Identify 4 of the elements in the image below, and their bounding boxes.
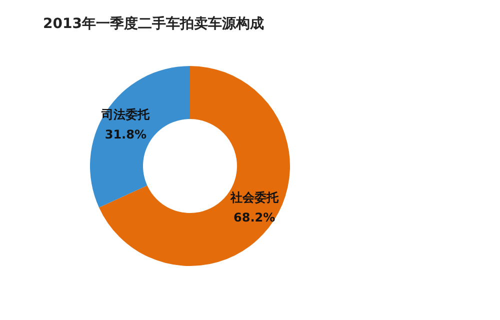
slice-label: 社会委托	[229, 190, 280, 204]
data-label: 31.8%	[104, 128, 146, 142]
data-label: 68.2%	[234, 210, 276, 224]
chart-title: 2013年一季度二手车拍卖车源构成	[43, 15, 264, 32]
